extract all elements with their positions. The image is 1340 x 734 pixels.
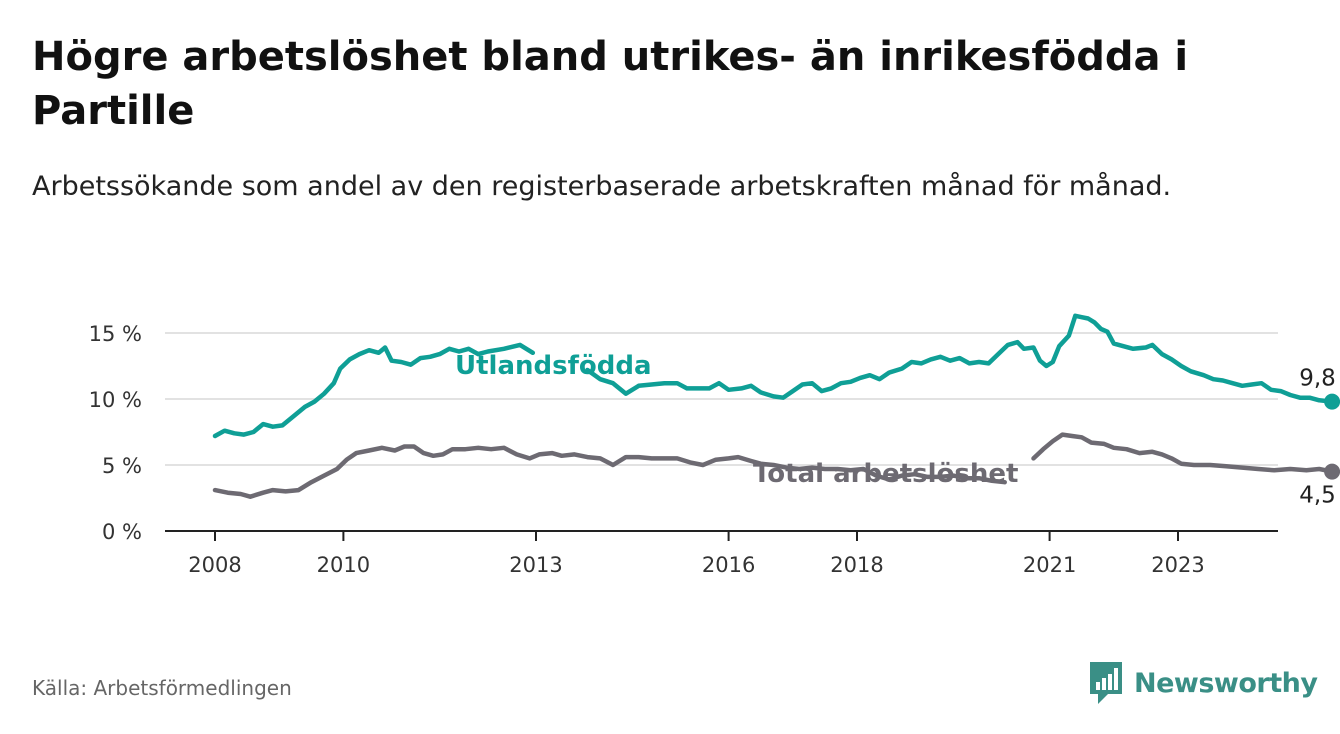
x-tick-label: 2016 — [702, 553, 755, 577]
total-series-label: Total arbetslöshet — [753, 459, 1018, 489]
y-tick-label: 10 % — [89, 388, 142, 412]
brand-name: Newsworthy — [1134, 667, 1318, 699]
newsworthy-logo-icon — [1090, 662, 1122, 704]
y-tick-label: 0 % — [102, 520, 142, 544]
y-tick-label: 15 % — [89, 322, 142, 346]
x-tick-label: 2021 — [1023, 553, 1076, 577]
chart-title: Högre arbetslöshet bland utrikes- än inr… — [32, 34, 1189, 134]
foreign-born-line — [585, 313, 1335, 404]
total-end-label: 4,5 % — [1299, 483, 1340, 509]
y-tick-label: 5 % — [102, 454, 142, 478]
total-end-dot — [1324, 463, 1340, 480]
foreign-born-line — [212, 342, 536, 439]
series-lines — [212, 313, 1340, 499]
total-unemployment-line — [1031, 432, 1335, 474]
grid-lines — [165, 332, 1278, 541]
foreign-born-series-label: Utlandsfödda — [455, 351, 652, 381]
x-tick-label: 2023 — [1151, 553, 1204, 577]
foreign-born-end-dot — [1324, 393, 1340, 410]
chart-subtitle: Arbetssökande som andel av den registerb… — [32, 171, 1172, 202]
x-tick-label: 2008 — [188, 553, 241, 577]
total-unemployment-line — [212, 444, 1007, 499]
chart-labels: 0 % 5 % 10 % 15 % 2008 2010 2013 2016 2018 2021 20… — [89, 322, 1340, 577]
x-tick-label: 2010 — [317, 553, 370, 577]
x-tick-label: 2013 — [509, 553, 562, 577]
source-note: Källa: Arbetsförmedlingen — [32, 676, 292, 700]
foreign-born-end-label: 9,8 % — [1299, 366, 1340, 392]
x-tick-label: 2018 — [830, 553, 883, 577]
brand-logo: Newsworthy — [1088, 660, 1318, 706]
